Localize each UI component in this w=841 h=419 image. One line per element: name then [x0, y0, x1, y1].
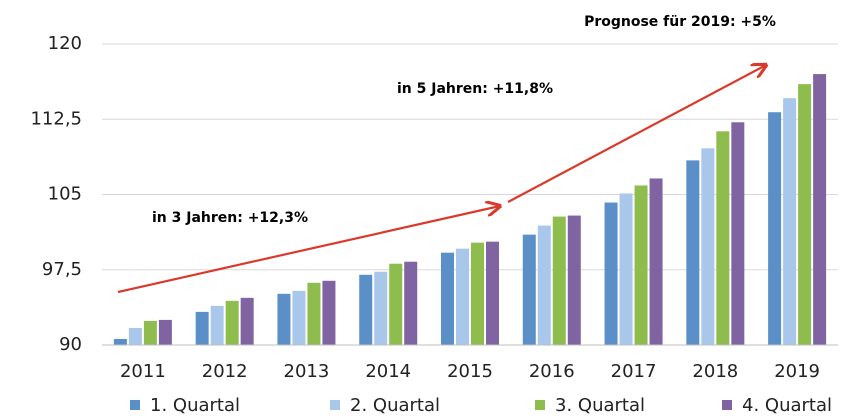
legend-label: 1. Quartal	[150, 395, 240, 416]
bar	[441, 252, 454, 345]
y-tick-label: 90	[59, 334, 82, 355]
bar	[128, 327, 142, 345]
y-tick-label: 97,5	[42, 259, 82, 280]
bar	[143, 320, 157, 345]
x-tick-label: 2015	[447, 361, 493, 382]
x-tick-label: 2014	[365, 361, 411, 382]
bar	[716, 131, 730, 345]
bar	[292, 290, 306, 345]
x-tick-label: 2013	[284, 361, 330, 382]
annotation: Prognose für 2019: +5%	[584, 14, 776, 30]
bar	[634, 185, 648, 345]
bar	[768, 112, 782, 345]
bar	[277, 293, 291, 345]
bar	[240, 297, 254, 345]
legend-label: 3. Quartal	[555, 395, 645, 416]
bar	[389, 263, 403, 345]
x-tick-label: 2017	[611, 361, 657, 382]
x-tick-label: 2011	[120, 361, 166, 382]
annotation: in 5 Jahren: +11,8%	[397, 81, 553, 97]
bar	[604, 202, 618, 345]
legend-label: 4. Quartal	[742, 395, 832, 416]
arrow	[117, 206, 500, 294]
x-tick-label: 2018	[692, 361, 738, 382]
bar	[619, 193, 633, 345]
arrow	[507, 65, 766, 203]
y-tick-label: 112,5	[30, 108, 82, 129]
bar	[195, 311, 209, 345]
bar	[322, 280, 336, 345]
bar	[798, 84, 812, 345]
x-tick-label: 2012	[202, 361, 248, 382]
bar	[537, 225, 551, 345]
legend-label: 2. Quartal	[350, 395, 440, 416]
bars	[113, 74, 827, 346]
bar	[225, 300, 239, 345]
bar	[731, 122, 745, 345]
legend-marker	[330, 400, 340, 410]
bar	[813, 74, 827, 345]
legend-marker	[130, 400, 140, 410]
bar	[374, 271, 388, 345]
bar	[486, 241, 499, 345]
bar	[567, 215, 581, 345]
x-tick-label: 2019	[774, 361, 820, 382]
legend-marker	[722, 400, 732, 410]
bar	[783, 98, 797, 346]
bar	[404, 261, 418, 345]
bar	[210, 305, 224, 345]
y-tick-label: 120	[48, 33, 82, 54]
bar	[359, 274, 373, 345]
x-tick-label: 2016	[529, 361, 575, 382]
bar	[701, 148, 715, 345]
bar	[522, 234, 536, 345]
bar	[158, 319, 172, 345]
bar	[649, 178, 663, 345]
legend-marker	[535, 400, 545, 410]
bar	[471, 242, 484, 345]
bar	[686, 160, 700, 345]
y-tick-label: 105	[48, 184, 82, 205]
bar	[307, 282, 321, 345]
bar	[456, 248, 469, 345]
bar	[113, 338, 127, 345]
bar	[552, 216, 566, 345]
annotation: in 3 Jahren: +12,3%	[152, 210, 308, 226]
